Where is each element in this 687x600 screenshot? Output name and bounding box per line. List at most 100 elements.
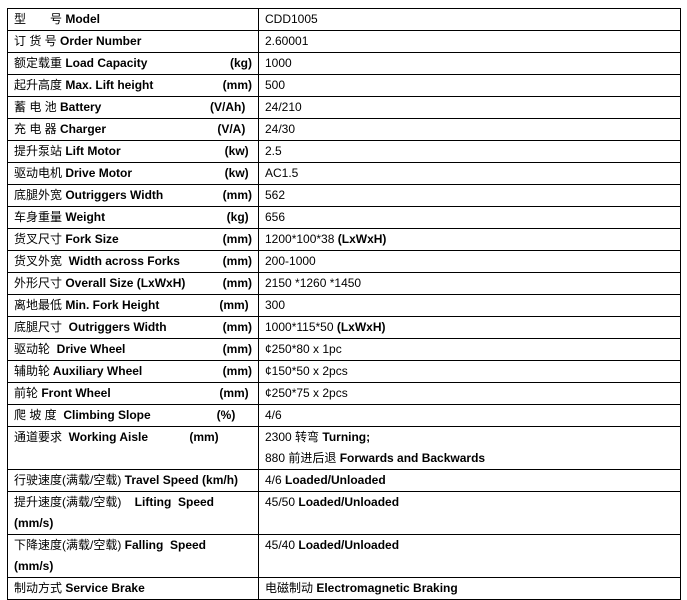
spec-label: 爬 坡 度 Climbing Slope (%) bbox=[14, 405, 252, 426]
spec-label-english: Charger bbox=[56, 122, 107, 136]
spec-value-text: 24/30 bbox=[265, 122, 296, 136]
spec-label-cell: 提升速度(满载/空载) Lifting Speed (mm/s) bbox=[7, 491, 259, 535]
spec-unit: (mm) bbox=[219, 298, 252, 312]
spec-value-text: 2150 *1260 *1450 bbox=[265, 276, 362, 290]
spec-value-text: Loaded/Unloaded bbox=[298, 495, 400, 509]
spec-unit: (mm) bbox=[222, 276, 252, 290]
spec-unit: (mm) bbox=[222, 254, 252, 268]
spec-value-cell: 2150 *1260 *1450 bbox=[258, 272, 681, 295]
spec-label-english: Outriggers Width bbox=[62, 188, 164, 202]
spec-value-text: 45/40 bbox=[265, 538, 299, 552]
table-row: 制动方式 Service Brake 电磁制动 Electromagnetic B… bbox=[7, 577, 681, 600]
spec-label: 货叉尺寸 Fork Size (mm) bbox=[14, 229, 252, 250]
spec-label: 额定载重 Load Capacity (kg) bbox=[14, 53, 252, 74]
spec-value-text: 45/50 bbox=[265, 495, 299, 509]
spec-unit: (mm) bbox=[222, 320, 252, 334]
spec-label-english: Lifting Speed bbox=[121, 495, 214, 509]
spec-value-text: ¢150*50 x 2pcs bbox=[265, 364, 348, 378]
spec-value-text: 300 bbox=[265, 298, 286, 312]
spec-table: 型 号 Model CDD1005 订 货 号 Order Number 2.6000… bbox=[7, 8, 681, 600]
spec-value-text: ¢250*80 x 1pc bbox=[265, 342, 342, 356]
spec-label-english: Auxiliary Wheel bbox=[50, 364, 143, 378]
spec-label-cell: 行驶速度(满载/空载) Travel Speed (km/h) bbox=[7, 469, 259, 492]
spec-value-line: 24/30 bbox=[265, 119, 674, 140]
spec-label-chinese: 货叉尺寸 bbox=[14, 232, 63, 246]
spec-label-cell: 爬 坡 度 Climbing Slope (%) bbox=[7, 404, 259, 427]
table-row: 底腿外宽 Outriggers Width (mm) 562 bbox=[7, 184, 681, 207]
spec-label-cell: 蓄 电 池 Battery (V/Ah) bbox=[7, 96, 259, 119]
spec-label-english: Lift Motor bbox=[62, 144, 121, 158]
spec-label-english: Drive Motor bbox=[62, 166, 133, 180]
spec-label: 型 号 Model bbox=[14, 9, 252, 30]
spec-label-english: Working Aisle bbox=[62, 430, 149, 444]
spec-unit: (kg) bbox=[230, 56, 252, 70]
spec-label-english: Model bbox=[62, 12, 101, 26]
spec-value-text: Loaded/Unloaded bbox=[285, 473, 386, 487]
spec-value-line: 4/6 Loaded/Unloaded bbox=[265, 470, 674, 491]
spec-label-chinese: 通道要求 bbox=[14, 430, 63, 444]
spec-label-chinese: 充 电 器 bbox=[14, 122, 57, 136]
spec-value-line: CDD1005 bbox=[265, 9, 674, 30]
spec-value-cell: ¢250*75 x 2pcs bbox=[258, 382, 681, 405]
spec-value-cell: 500 bbox=[258, 74, 681, 97]
spec-label-chinese: 驱动电机 bbox=[14, 166, 63, 180]
spec-value-line: 45/50 Loaded/Unloaded bbox=[265, 492, 674, 513]
spec-label-cell: 外形尺寸 Overall Size (LxWxH) (mm) bbox=[7, 272, 259, 295]
spec-unit: (mm) bbox=[219, 386, 252, 400]
spec-label: 外形尺寸 Overall Size (LxWxH) (mm) bbox=[14, 273, 252, 294]
spec-label-cell: 充 电 器 Charger (V/A) bbox=[7, 118, 259, 141]
spec-label-cell: 起升高度 Max. Lift height (mm) bbox=[7, 74, 259, 97]
spec-label-chinese: 前轮 bbox=[14, 386, 39, 400]
spec-label-english: Load Capacity bbox=[62, 56, 148, 70]
spec-label-english: Order Number bbox=[56, 34, 142, 48]
spec-label-chinese: 底腿外宽 bbox=[14, 188, 63, 202]
spec-value-line: 2.5 bbox=[265, 141, 674, 162]
spec-label-english: Weight bbox=[62, 210, 106, 224]
spec-label: 起升高度 Max. Lift height (mm) bbox=[14, 75, 252, 96]
table-row: 行驶速度(满载/空载) Travel Speed (km/h) 4/6 Loade… bbox=[7, 469, 681, 492]
spec-value-cell: 2.5 bbox=[258, 140, 681, 163]
spec-label-cell: 货叉尺寸 Fork Size (mm) bbox=[7, 228, 259, 251]
spec-label-english: Min. Fork Height bbox=[62, 298, 160, 312]
spec-value-cell: CDD1005 bbox=[258, 8, 681, 31]
spec-value-text: 24/210 bbox=[265, 100, 302, 114]
spec-label: 提升速度(满载/空载) Lifting Speed bbox=[14, 492, 252, 513]
spec-value-text: 200-1000 bbox=[265, 254, 316, 268]
spec-unit: (kw) bbox=[224, 144, 252, 158]
spec-label-cell: 订 货 号 Order Number bbox=[7, 30, 259, 53]
spec-value-text: 656 bbox=[265, 210, 286, 224]
spec-value-line: ¢250*75 x 2pcs bbox=[265, 383, 674, 404]
spec-label-cell: 底腿尺寸 Outriggers Width (mm) bbox=[7, 316, 259, 339]
spec-label-chinese: 离地最低 bbox=[14, 298, 63, 312]
spec-label-chinese: 起升高度 bbox=[14, 78, 63, 92]
spec-label-english: Climbing Slope bbox=[56, 408, 151, 422]
spec-value-text: Electromagnetic Braking bbox=[316, 581, 458, 595]
spec-label-chinese: 行驶速度(满载/空载) bbox=[14, 473, 122, 487]
spec-label-cell: 下降速度(满载/空载) Falling Speed (mm/s) bbox=[7, 534, 259, 578]
spec-value-cell: AC1.5 bbox=[258, 162, 681, 185]
spec-value-text: (LxWxH) bbox=[336, 320, 386, 334]
spec-unit: (mm) bbox=[222, 78, 252, 92]
spec-value-cell: 4/6 bbox=[258, 404, 681, 427]
spec-label-cell: 驱动电机 Drive Motor (kw) bbox=[7, 162, 259, 185]
table-row: 离地最低 Min. Fork Height (mm) 300 bbox=[7, 294, 681, 317]
spec-unit: (V/A) bbox=[217, 122, 252, 136]
spec-value-text: 电磁制动 bbox=[265, 581, 317, 595]
spec-value-text: 1200*100*38 bbox=[265, 232, 338, 246]
spec-value-line: 1000 bbox=[265, 53, 674, 74]
spec-label-english: Falling Speed bbox=[121, 538, 207, 552]
spec-value-text: ¢250*75 x 2pcs bbox=[265, 386, 348, 400]
spec-value-line: 200-1000 bbox=[265, 251, 674, 272]
spec-value-text: Forwards and Backwards bbox=[339, 451, 486, 465]
spec-value-text: Turning; bbox=[322, 430, 371, 444]
spec-label-english: Max. Lift height bbox=[62, 78, 154, 92]
spec-value-text: AC1.5 bbox=[265, 166, 299, 180]
spec-value-text: 562 bbox=[265, 188, 286, 202]
spec-value-line: 45/40 Loaded/Unloaded bbox=[265, 535, 674, 556]
spec-value-line: 880 前进后退 Forwards and Backwards bbox=[265, 448, 674, 469]
spec-label-unit-line: (mm/s) bbox=[14, 559, 54, 573]
spec-value-text: 880 前进后退 bbox=[265, 451, 340, 465]
spec-label-english: Front Wheel bbox=[38, 386, 111, 400]
spec-value-line: 500 bbox=[265, 75, 674, 96]
spec-label-cell: 货叉外宽 Width across Forks (mm) bbox=[7, 250, 259, 273]
